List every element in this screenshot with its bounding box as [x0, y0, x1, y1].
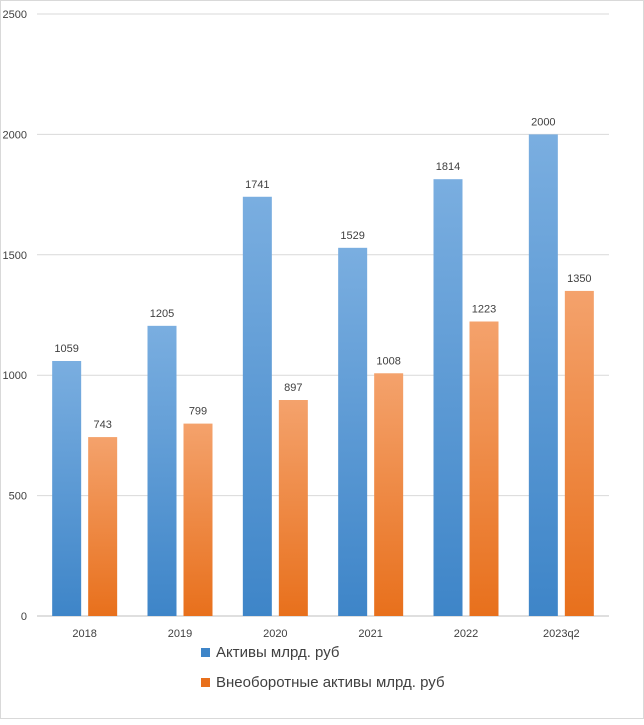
data-labels: 1059 743 1205 799 1741 897 1529 1008 1814 1223 200…: [54, 116, 591, 431]
data-label-assets-2018: 1059: [54, 343, 78, 355]
data-label-assets-2021: 1529: [340, 230, 364, 242]
y-tick-label: 1000: [3, 370, 27, 382]
data-label-noncurrent-assets-2018: 743: [93, 419, 111, 431]
bar-noncurrent-assets-2022: [469, 321, 499, 616]
legend: Активы млрд. руб Внеоборотные активы млр…: [201, 637, 445, 697]
data-label-noncurrent-assets-2022: 1223: [472, 304, 496, 316]
bar-assets-2023q2: [528, 134, 558, 616]
bar-assets-2020: [242, 196, 272, 616]
grid-lines: [37, 13, 609, 617]
bar-assets-2019: [147, 325, 177, 616]
x-tick-label: 2020: [263, 628, 287, 640]
data-label-noncurrent-assets-2023q2: 1350: [567, 273, 591, 285]
bar-assets-2021: [338, 247, 368, 616]
bar-noncurrent-assets-2020: [278, 400, 308, 616]
x-tick-label: 2019: [168, 628, 192, 640]
bar-noncurrent-assets-2023q2: [564, 290, 594, 616]
bar-assets-2018: [52, 360, 82, 616]
x-tick-label: 2021: [358, 628, 382, 640]
bars: [52, 134, 594, 617]
x-tick-label: 2022: [454, 628, 478, 640]
y-tick-label: 500: [9, 491, 27, 503]
y-tick-label: 1500: [3, 250, 27, 262]
data-label-noncurrent-assets-2020: 897: [284, 382, 302, 394]
legend-label-noncurrent-assets: Внеоборотные активы млрд. руб: [216, 673, 445, 691]
legend-label-assets: Активы млрд. руб: [216, 643, 340, 661]
bar-assets-2022: [433, 179, 463, 617]
y-axis-ticks: 0 500 1000 1500 2000 2500: [3, 9, 27, 623]
bar-noncurrent-assets-2018: [88, 437, 118, 616]
legend-item-assets: Активы млрд. руб: [201, 637, 445, 667]
y-tick-label: 0: [21, 611, 27, 623]
data-label-assets-2019: 1205: [150, 308, 174, 320]
x-axis-ticks: 2018 2019 2020 2021 2022 2023q2: [72, 628, 579, 640]
y-tick-label: 2500: [3, 9, 27, 21]
data-label-assets-2020: 1741: [245, 179, 269, 191]
data-label-assets-2022: 1814: [436, 161, 460, 173]
legend-swatch-assets: [201, 647, 210, 657]
y-tick-label: 2000: [3, 129, 27, 141]
x-tick-label: 2018: [72, 628, 96, 640]
data-label-noncurrent-assets-2019: 799: [189, 406, 207, 418]
legend-swatch-noncurrent-assets: [201, 677, 210, 687]
bar-noncurrent-assets-2019: [183, 423, 213, 616]
legend-item-noncurrent-assets: Внеоборотные активы млрд. руб: [201, 667, 445, 697]
x-tick-label: 2023q2: [543, 628, 580, 640]
data-label-assets-2023q2: 2000: [531, 116, 555, 128]
data-label-noncurrent-assets-2021: 1008: [376, 355, 400, 367]
bar-noncurrent-assets-2021: [374, 373, 404, 616]
